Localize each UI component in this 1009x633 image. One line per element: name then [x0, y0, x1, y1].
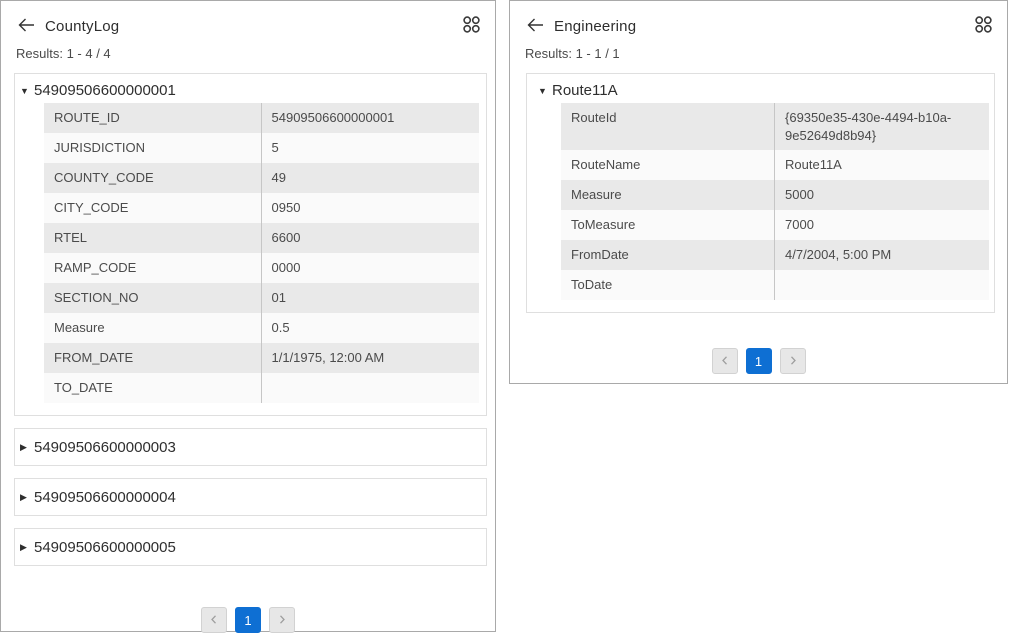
table-row: RAMP_CODE 0000 [44, 253, 479, 283]
field-label: TO_DATE [44, 373, 262, 403]
result-item-title: 54909506600000003 [34, 439, 176, 456]
result-item-title: 54909506600000001 [34, 82, 176, 99]
field-label: Measure [561, 180, 775, 210]
field-label: ToDate [561, 270, 775, 300]
panel-title: CountyLog [45, 17, 120, 35]
caret-right-icon: ▶ [20, 542, 27, 552]
field-value: 49 [271, 170, 286, 185]
panel-title: Engineering [554, 17, 637, 35]
field-label: RTEL [44, 223, 262, 253]
table-row: FROM_DATE 1/1/1975, 12:00 AM [44, 343, 479, 373]
result-card: ▼ 54909506600000001 ROUTE_ID 54909506600… [14, 73, 487, 416]
field-label: Measure [44, 313, 262, 343]
next-page-button[interactable] [779, 348, 806, 374]
table-row: Measure 0.5 [44, 313, 479, 343]
chevron-right-icon [788, 354, 798, 369]
field-label: SECTION_NO [44, 283, 262, 313]
data-grid-icon [462, 15, 481, 37]
result-item-title: Route11A [552, 82, 618, 99]
attribute-table: RouteId {69350e35-430e-4494-b10a-9e52649… [561, 103, 989, 300]
results-panel-countylog: CountyLog Results: 1 - 4 / 4 ▼ 549095066… [0, 0, 496, 633]
view-in-table-button[interactable] [461, 16, 481, 36]
field-value [262, 373, 480, 403]
next-page-button[interactable] [269, 607, 295, 633]
table-row: RouteName Route11A [561, 150, 989, 180]
view-in-table-button[interactable] [973, 16, 993, 36]
field-value: 5 [271, 140, 279, 155]
chevron-left-icon [720, 354, 730, 369]
result-item-header[interactable]: ▼ 54909506600000001 [15, 74, 486, 102]
result-item-title: 54909506600000005 [34, 539, 176, 556]
result-item-header[interactable]: ▶ 54909506600000004 [15, 479, 486, 515]
field-label: COUNTY_CODE [44, 163, 262, 193]
page-1-button[interactable]: 1 [235, 607, 261, 633]
table-row: CITY_CODE 0950 [44, 193, 479, 223]
chevron-right-icon [277, 613, 287, 628]
prev-page-button[interactable] [711, 348, 738, 374]
back-button[interactable] [16, 17, 36, 35]
result-item-title: 54909506600000004 [34, 489, 176, 506]
field-value: 4/7/2004, 5:00 PM [785, 247, 892, 262]
table-row: FromDate 4/7/2004, 5:00 PM [561, 240, 989, 270]
back-arrow-icon [526, 17, 545, 36]
caret-right-icon: ▶ [20, 492, 27, 502]
caret-right-icon: ▶ [20, 442, 27, 452]
field-label: FROM_DATE [44, 343, 262, 373]
field-value: 6600 [271, 230, 301, 245]
table-row: ToMeasure 7000 [561, 210, 989, 240]
results-panel-engineering: Engineering Results: 1 - 1 / 1 ▼ Route11… [509, 0, 1008, 384]
field-value: 0950 [271, 200, 301, 215]
field-label: RouteName [561, 150, 775, 180]
field-value: 01 [271, 290, 286, 305]
caret-down-icon: ▼ [538, 85, 547, 96]
data-grid-icon [974, 15, 993, 37]
field-value: 7000 [785, 217, 814, 232]
field-value: 5000 [785, 187, 814, 202]
field-label: RAMP_CODE [44, 253, 262, 283]
caret-down-icon: ▼ [20, 85, 29, 96]
result-item-header[interactable]: ▶ 54909506600000005 [15, 529, 486, 565]
table-row: TO_DATE [44, 373, 479, 403]
back-arrow-icon [17, 17, 36, 36]
field-value [775, 270, 989, 300]
table-row: Measure 5000 [561, 180, 989, 210]
table-row: JURISDICTION 5 [44, 133, 479, 163]
panel-header: Engineering [510, 1, 1007, 36]
result-card: ▶ 54909506600000005 [14, 528, 487, 566]
back-button[interactable] [525, 17, 545, 35]
table-row: RTEL 6600 [44, 223, 479, 253]
field-value: 0000 [271, 260, 301, 275]
pagination: 1 [510, 348, 1007, 374]
field-value: Route11A [785, 157, 842, 172]
page-1-button[interactable]: 1 [745, 348, 772, 374]
field-value: 1/1/1975, 12:00 AM [271, 350, 385, 365]
result-item-header[interactable]: ▼ Route11A [527, 74, 994, 102]
field-label: FromDate [561, 240, 775, 270]
result-card: ▼ Route11A RouteId {69350e35-430e-4494-b… [526, 73, 995, 313]
table-row: ToDate [561, 270, 989, 300]
pagination: 1 [1, 607, 495, 633]
field-label: RouteId [561, 103, 775, 150]
attribute-table: ROUTE_ID 54909506600000001 JURISDICTION … [44, 103, 479, 403]
field-value: 54909506600000001 [271, 110, 395, 125]
field-value: {69350e35-430e-4494-b10a-9e52649d8b94} [785, 110, 952, 143]
field-label: CITY_CODE [44, 193, 262, 223]
results-count: Results: 1 - 1 / 1 [525, 46, 620, 61]
results-count: Results: 1 - 4 / 4 [16, 46, 111, 61]
field-label: ToMeasure [561, 210, 775, 240]
result-card: ▶ 54909506600000003 [14, 428, 487, 466]
result-card: ▶ 54909506600000004 [14, 478, 487, 516]
panel-header: CountyLog [1, 1, 495, 36]
table-row: SECTION_NO 01 [44, 283, 479, 313]
table-row: ROUTE_ID 54909506600000001 [44, 103, 479, 133]
field-label: ROUTE_ID [44, 103, 262, 133]
prev-page-button[interactable] [201, 607, 227, 633]
table-row: COUNTY_CODE 49 [44, 163, 479, 193]
table-row: RouteId {69350e35-430e-4494-b10a-9e52649… [561, 103, 989, 150]
field-label: JURISDICTION [44, 133, 262, 163]
field-value: 0.5 [271, 320, 290, 335]
chevron-left-icon [209, 613, 219, 628]
result-item-header[interactable]: ▶ 54909506600000003 [15, 429, 486, 465]
